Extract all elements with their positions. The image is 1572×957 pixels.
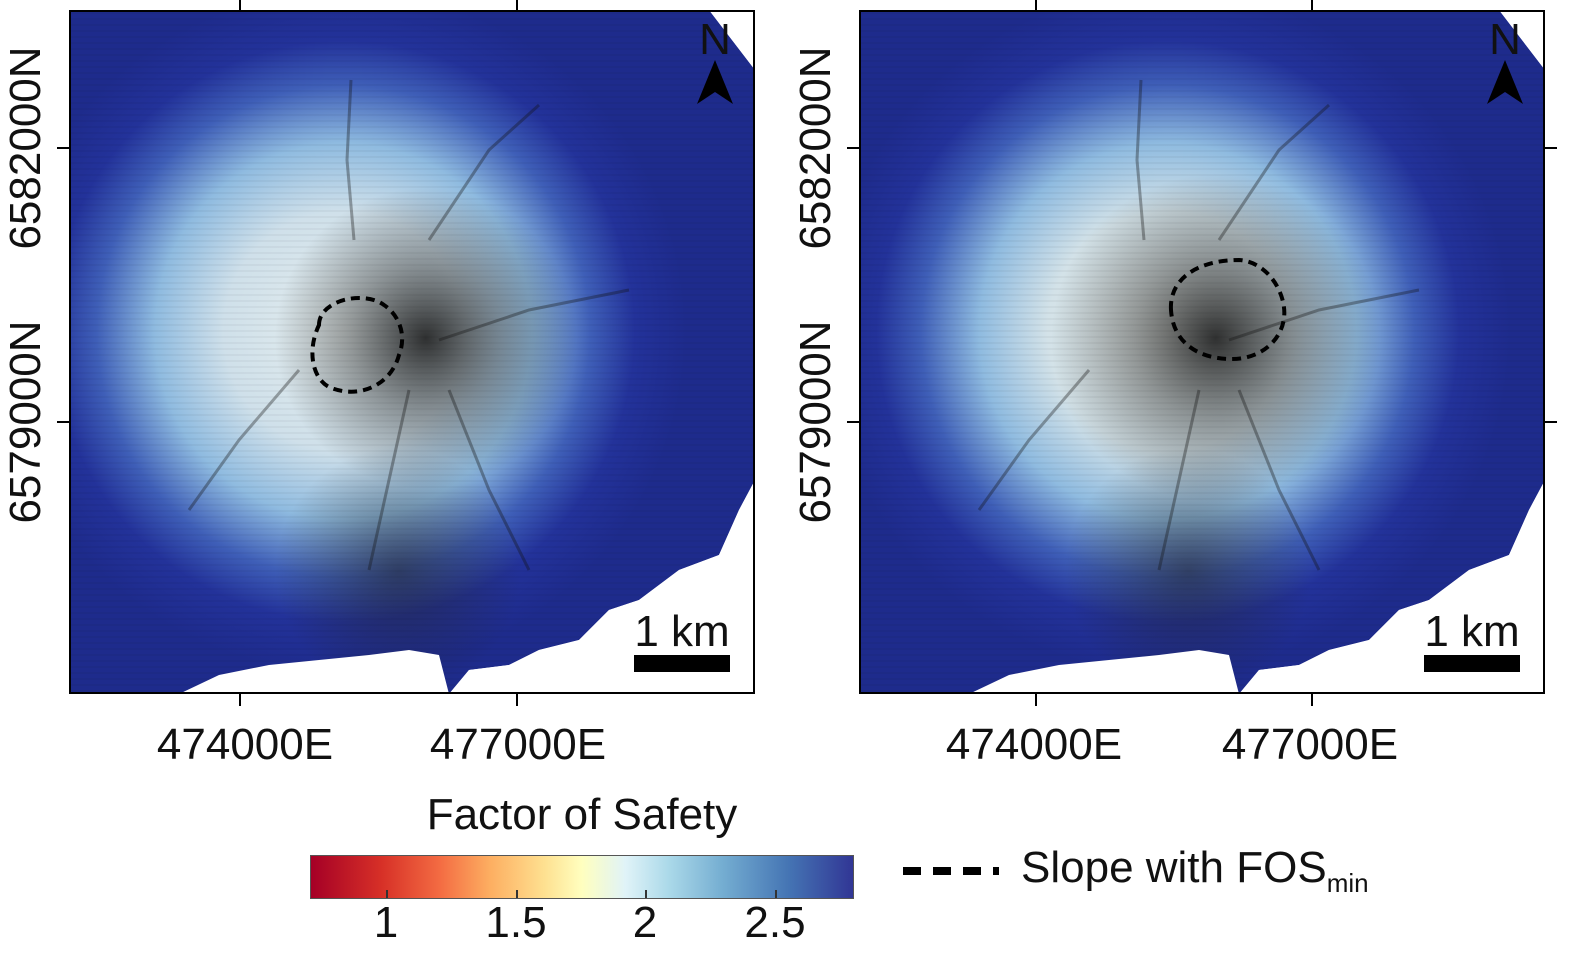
colorbar-label-4: 2.5 [744,898,806,947]
north-arrow-icon [697,60,733,104]
scale-bar-right: 1 km [1417,609,1527,672]
map-panel-left: N 1 km [69,10,755,694]
north-indicator-right: N [1483,15,1527,106]
scale-bar-graphic-left [634,655,730,672]
no-data-bottom-left [179,650,449,694]
no-data-top-right [709,10,755,70]
x-tick-top-left-2 [516,0,518,12]
y-label-right-1: 6582000N [791,46,840,250]
colorbar-label-3: 2 [632,898,658,947]
map-raster-right [859,10,1545,694]
colorbar-label-2: 1.5 [485,898,547,947]
slope-legend-main: Slope with FOS [1021,843,1327,893]
north-arrow-icon [1487,60,1523,104]
y-tick-right-outer-1 [1545,147,1557,149]
legend-title: Factor of Safety [426,790,738,839]
north-indicator-left: N [693,15,737,106]
y-tick-right-1 [847,147,859,149]
map-panel-right: N 1 km [859,10,1545,694]
scale-label-left: 1 km [634,607,730,656]
y-tick-right-outer-2 [1545,421,1557,423]
slope-legend-subscript: min [1326,867,1369,898]
no-data-right-right [1239,480,1545,694]
gullies-left [187,79,630,571]
colorbar-tick-2 [516,890,518,898]
y-tick-left-2 [57,421,69,423]
x-tick-top-left-1 [239,0,241,12]
scale-label-right: 1 km [1424,607,1520,656]
x-label-left-2: 477000E [429,720,607,769]
fos-min-outline-right [1168,257,1287,362]
y-label-right-2: 6579000N [791,320,840,524]
y-tick-right-2 [847,421,859,423]
north-label-left: N [699,15,731,64]
map-raster-left [69,10,755,694]
no-data-top-right-r [1499,10,1545,70]
slope-legend: Slope with FOSmin [903,843,1369,899]
x-label-left-1: 474000E [156,720,334,769]
colorbar-label-1: 1 [373,898,399,947]
gullies-right [977,79,1420,571]
colorbar-tick-4 [775,890,777,898]
dashed-line-icon [903,867,999,875]
x-tick-bottom-left-2 [516,694,518,706]
x-tick-bottom-right-2 [1311,694,1313,706]
fos-min-outline-left [310,295,405,394]
x-tick-bottom-right-1 [1035,694,1037,706]
no-data-bottom-right [969,650,1239,694]
y-tick-left-1 [57,147,69,149]
colorbar-tick-1 [386,890,388,898]
colorbar [310,855,854,899]
colorbar-tick-3 [645,890,647,898]
slope-legend-label: Slope with FOSmin [1021,843,1369,899]
north-label-right: N [1489,15,1521,64]
x-label-right-1: 474000E [945,720,1123,769]
y-label-left-2: 6579000N [1,320,50,524]
y-label-left-1: 6582000N [1,46,50,250]
scale-bar-graphic-right [1424,655,1520,672]
x-tick-bottom-left-1 [239,694,241,706]
no-data-right-left [449,480,755,694]
x-tick-top-right-1 [1035,0,1037,12]
x-tick-top-right-2 [1311,0,1313,12]
x-label-right-2: 477000E [1221,720,1399,769]
scale-bar-left: 1 km [627,609,737,672]
